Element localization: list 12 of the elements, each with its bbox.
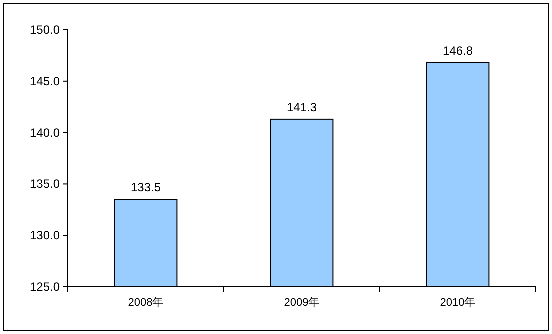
- x-tick-label: 2010年: [440, 297, 476, 309]
- y-tick-label: 145.0: [30, 74, 60, 88]
- x-tick-label: 2008年: [128, 297, 164, 309]
- data-label: 146.8: [442, 44, 474, 58]
- data-label: 133.5: [130, 180, 162, 195]
- y-tick-label: 125.0: [30, 280, 60, 294]
- y-tick-label: 140.0: [30, 126, 60, 140]
- data-label: 141.3: [286, 100, 318, 114]
- y-tick-label: 130.0: [30, 228, 60, 243]
- x-tick-label: 2009年: [284, 297, 320, 309]
- y-tick-label: 150.0: [30, 23, 60, 37]
- y-tick-label: 135.0: [30, 177, 60, 192]
